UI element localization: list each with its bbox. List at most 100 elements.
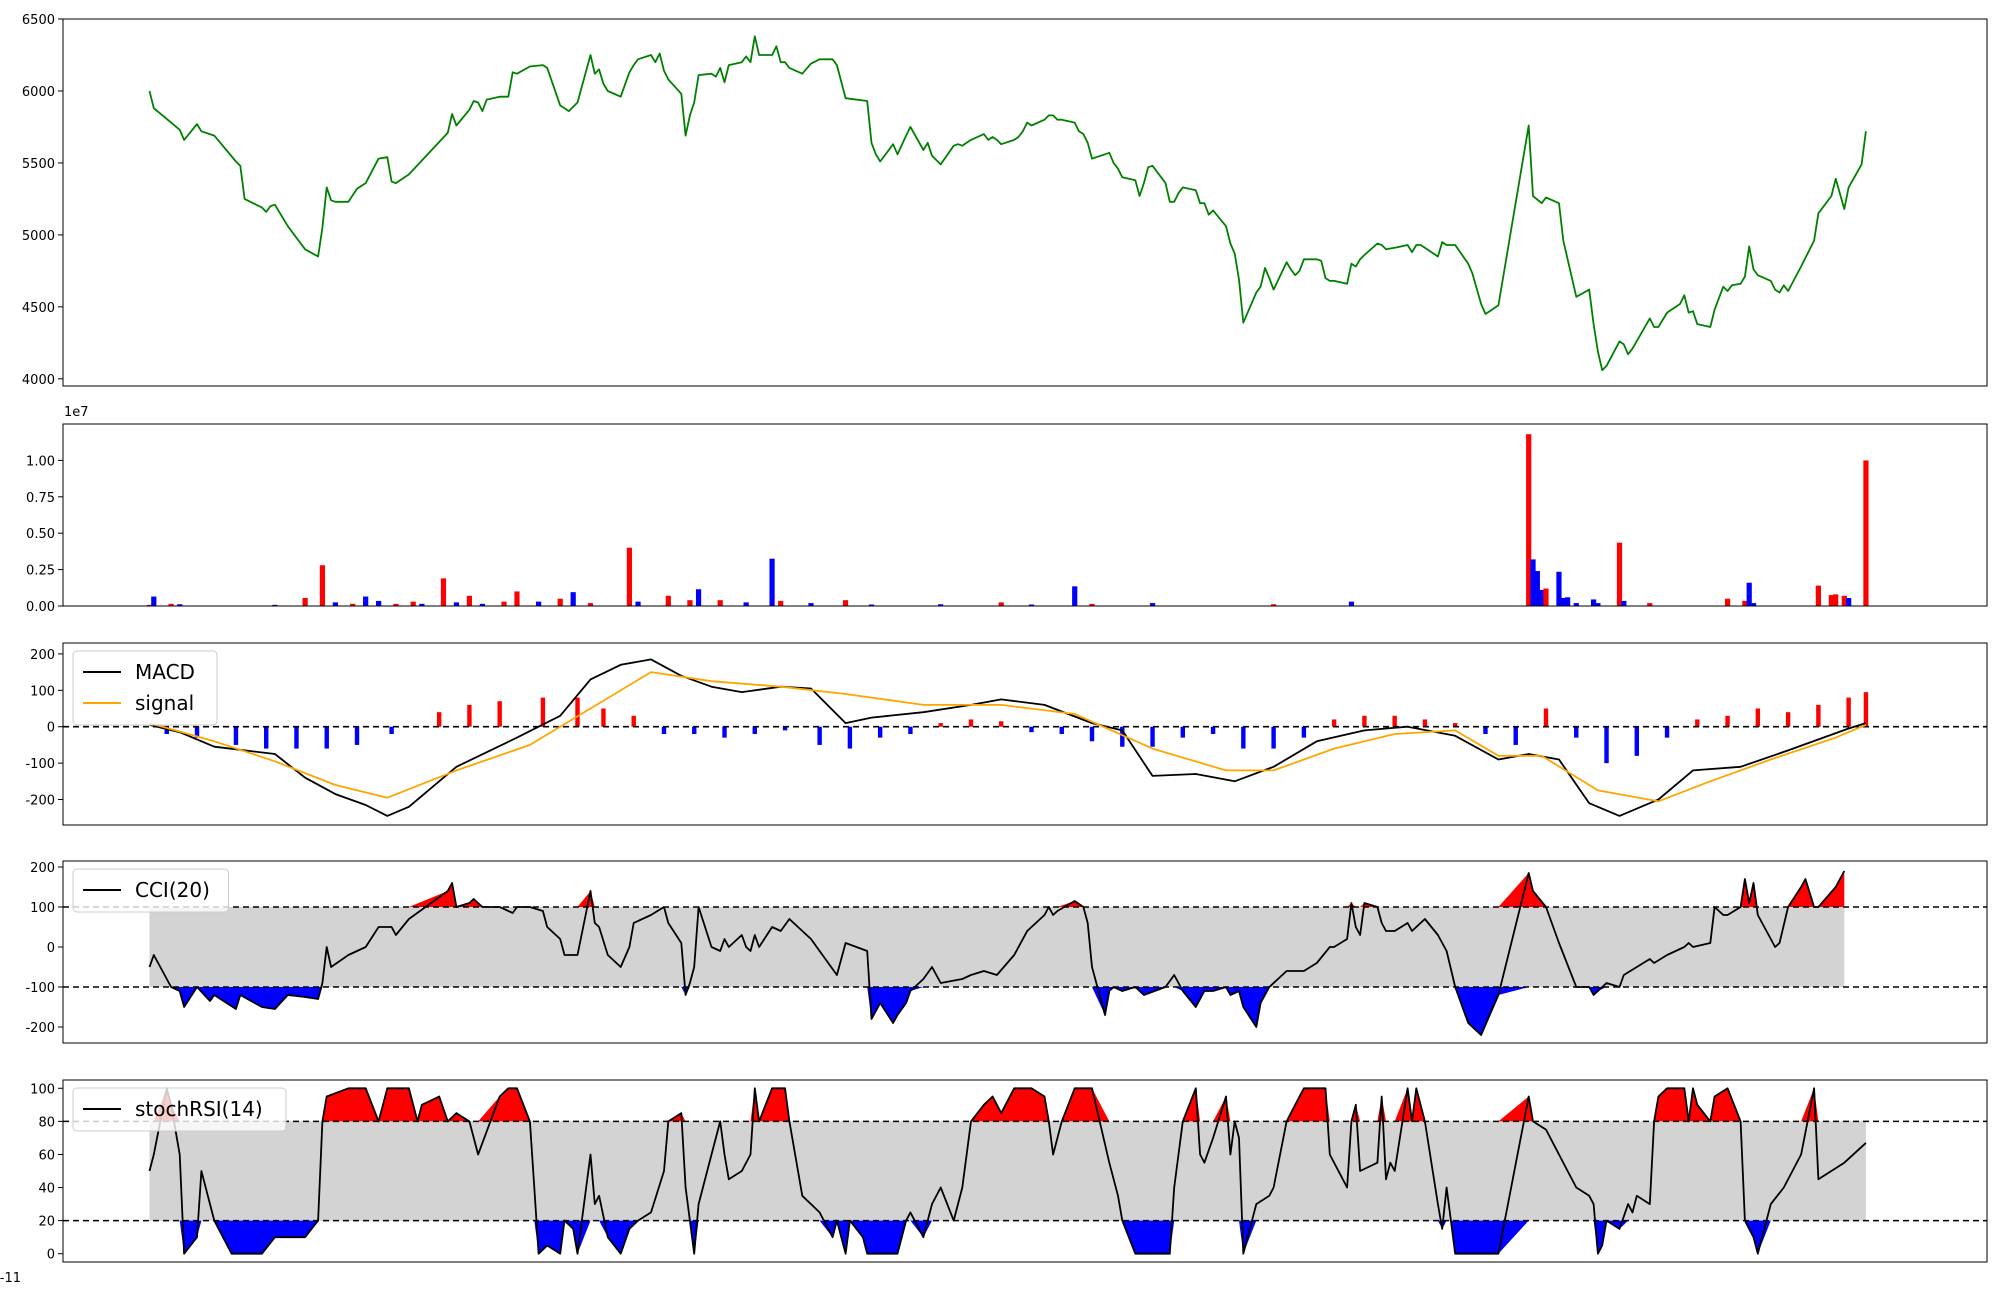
volume-bar (1616, 542, 1623, 606)
macd-histogram-bar (1483, 726, 1488, 734)
volume-panel: 0.00 0.25 0.50 0.75 1.00 (26, 423, 1988, 615)
macd-histogram-bar (1513, 726, 1518, 745)
y-tick-label: 4500 (22, 301, 55, 316)
volume-bar (1543, 588, 1549, 606)
macd-histogram-bar (1725, 715, 1730, 727)
cci-overbought-fill (149, 871, 1845, 907)
y-tick-label: 0.25 (26, 564, 55, 579)
volume-bar (1149, 603, 1156, 606)
macd-histogram-bar (1029, 726, 1034, 733)
volume-bar (868, 604, 875, 606)
volume-frame (62, 423, 1988, 607)
stochrsi-series-line-stochrsi-14 (148, 1087, 1867, 1255)
volume-bar (938, 604, 944, 606)
x-tick-label: 2023-11 (0, 1271, 21, 1286)
macd-histogram-bar (1150, 726, 1155, 747)
macd-histogram-bar (1059, 726, 1064, 734)
macd-histogram-bar (1863, 692, 1869, 727)
legend-label: stochRSI(14) (135, 1097, 263, 1121)
volume-bar (453, 602, 460, 606)
y-tick-label: 6500 (22, 13, 55, 28)
macd-histogram-bar (877, 726, 883, 738)
volume-bar (1595, 603, 1601, 606)
macd-histogram-bar (692, 726, 697, 734)
volume-bar (319, 565, 326, 606)
macd-histogram-bar (1392, 715, 1397, 727)
volume-bar (1863, 460, 1869, 606)
cci-oversold-fill (149, 987, 1845, 1035)
legend-label: MACD (135, 660, 195, 684)
x-axis: 2023-012023-032023-052023-072023-092023-… (0, 1271, 21, 1286)
macd-histogram-bar (436, 712, 442, 727)
legend-frame (72, 1087, 287, 1132)
y-tick-label: 0 (47, 941, 55, 956)
macd-histogram-bar (467, 704, 472, 727)
volume-bar (1590, 599, 1597, 606)
macd-histogram-bar (575, 697, 580, 727)
y-tick-label: 100 (30, 1082, 55, 1097)
y-tick-label: 200 (30, 861, 55, 876)
macd-histogram-bar (294, 726, 299, 749)
macd-histogram-bar (817, 726, 822, 745)
legend-frame (72, 868, 229, 913)
macd-histogram-bar (1452, 723, 1458, 727)
volume-bar (146, 604, 153, 606)
volume-bar (1742, 600, 1748, 606)
y-tick-label: 40 (38, 1182, 55, 1197)
macd-histogram-bar (601, 708, 606, 727)
volume-bar (717, 600, 723, 606)
volume-bar (168, 603, 174, 606)
y-tick-label: -100 (25, 757, 55, 772)
y-tick-label: 0 (47, 1248, 55, 1263)
macd-histogram-bar (847, 726, 853, 749)
macd-frame (62, 642, 1988, 826)
volume-bar (1271, 604, 1277, 606)
volume-bar (1750, 603, 1757, 606)
volume-bar (177, 604, 183, 606)
volume-bar (440, 578, 447, 606)
volume-bar (587, 603, 594, 606)
y-tick-label: 6000 (22, 85, 55, 100)
y-tick-label: 200 (30, 648, 55, 663)
macd-histogram-bar (1331, 719, 1337, 727)
volume-bar (1647, 603, 1653, 606)
volume-bar (151, 596, 157, 606)
y-tick-label: 0.00 (26, 600, 55, 615)
macd-histogram-bar (354, 726, 360, 745)
macd-legend: MACD signal (72, 650, 218, 726)
macd-histogram-bar (938, 723, 943, 727)
volume-bar (557, 598, 563, 606)
cci-panel: -200 -100 0 100 200 CCI(20) (25, 860, 1988, 1044)
macd-histogram-bar (1089, 726, 1095, 742)
macd-series-line-signal (149, 671, 1867, 803)
macd-histogram-bar (1664, 726, 1670, 738)
volume-bar (363, 596, 369, 606)
macd-histogram-bar (1422, 719, 1428, 727)
volume-bar (479, 603, 485, 606)
volume-bar (1621, 600, 1627, 606)
volume-bar (1089, 603, 1095, 606)
macd-histogram-bar (1604, 726, 1609, 764)
volume-bar (514, 591, 520, 606)
y-tick-label: -200 (25, 794, 55, 809)
volume-bar (1348, 601, 1355, 606)
macd-histogram-bar (1543, 708, 1549, 727)
legend-label: CCI(20) (135, 878, 210, 902)
volume-bar (687, 600, 693, 606)
macd-histogram-bar (264, 726, 269, 749)
volume-bar (1534, 571, 1540, 606)
stochrsi-overbought-fill (149, 1088, 1866, 1122)
macd-histogram-bar (497, 701, 502, 727)
volume-bar (998, 602, 1004, 606)
volume-bar (410, 601, 416, 606)
price-frame (62, 18, 1988, 387)
volume-bar (302, 597, 308, 606)
volume-bar (695, 589, 702, 606)
volume-bar (1724, 598, 1731, 606)
y-tick-label: 0.75 (26, 491, 55, 506)
volume-bar (570, 592, 576, 606)
cci-series-line-cci-20 (148, 870, 1846, 1036)
macd-histogram-bar (1846, 697, 1851, 727)
